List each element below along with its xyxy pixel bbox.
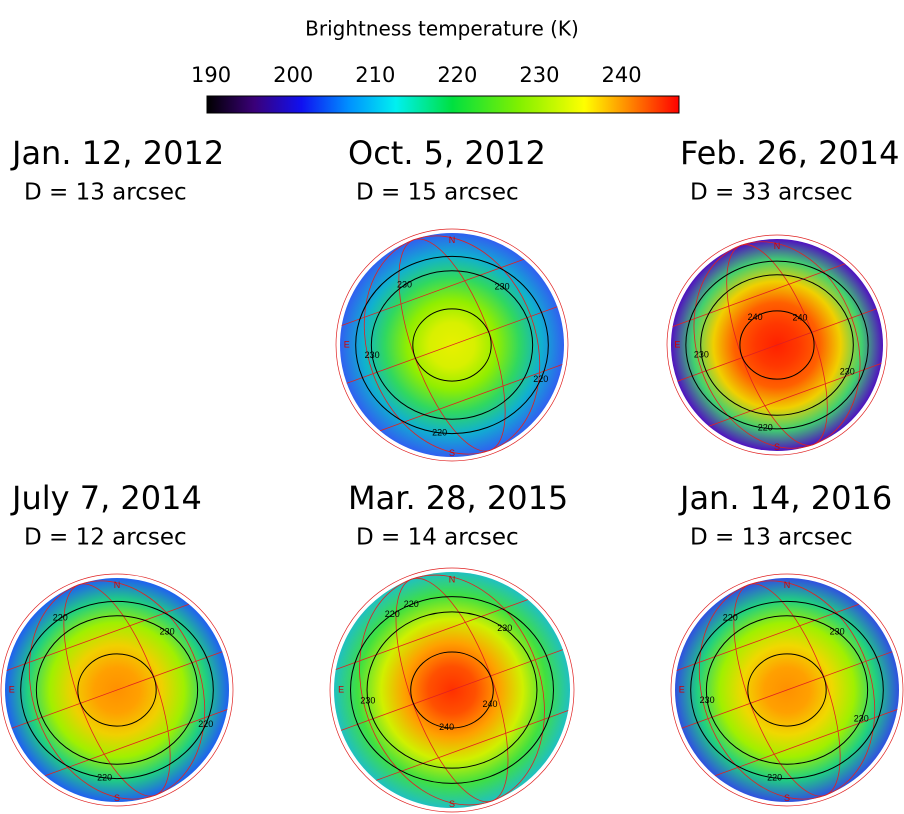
panel-date: Oct. 5, 2012 [348, 134, 546, 172]
colorbar-tick-label: 230 [519, 63, 559, 87]
panel-diameter: D = 13 arcsec [24, 180, 187, 206]
map-label: 220 [758, 423, 773, 433]
map-label: S [784, 793, 790, 803]
map-label: 230 [160, 626, 175, 636]
panel-date: Jan. 12, 2012 [10, 134, 224, 172]
map-label: 220 [533, 374, 548, 384]
map-label: 240 [439, 722, 454, 732]
colorbar [207, 96, 679, 113]
panel-date: Jan. 14, 2016 [678, 479, 892, 517]
map-label: 230 [360, 695, 375, 705]
map-label: 220 [53, 613, 68, 623]
map-label: 240 [793, 313, 808, 323]
map-label: 220 [767, 772, 782, 782]
map-label: 220 [97, 772, 112, 782]
panel-diameter: D = 13 arcsec [690, 525, 853, 551]
map-label: E [338, 684, 344, 694]
map-label: 230 [700, 695, 715, 705]
colorbar-tick-label: 200 [273, 63, 313, 87]
map-label: S [114, 793, 120, 803]
map-label: 230 [694, 349, 709, 359]
map-label: N [449, 575, 456, 585]
colorbar-tick-label: 210 [355, 63, 395, 87]
map-label: 230 [495, 281, 510, 291]
panel-date: Feb. 26, 2014 [680, 134, 900, 172]
panel-date: Mar. 28, 2015 [348, 479, 568, 517]
colorbar-tick-label: 240 [601, 63, 641, 87]
map-label: 230 [397, 279, 412, 289]
panel-diameter: D = 33 arcsec [690, 180, 853, 206]
map-label: E [344, 339, 350, 349]
map-label: N [774, 241, 781, 251]
panel-diameter: D = 14 arcsec [356, 525, 519, 551]
map-label: 240 [748, 312, 763, 322]
map-label: 230 [497, 623, 512, 633]
colorbar-title: Brightness temperature (K) [305, 17, 579, 41]
colorbar-tick-label: 220 [437, 63, 477, 87]
map-label: S [449, 448, 455, 458]
map-label: S [449, 799, 455, 809]
colorbar-tick-label: 190 [191, 63, 231, 87]
map-label: N [449, 235, 456, 245]
figure: Brightness temperature (K) 190 200 210 220 2… [0, 0, 904, 814]
map-label: 220 [723, 613, 738, 623]
panel-diameter: D = 15 arcsec [356, 180, 519, 206]
panel-diameter: D = 12 arcsec [24, 525, 187, 551]
map-label: 230 [365, 350, 380, 360]
map-label: 220 [198, 719, 213, 729]
map-label: E [674, 339, 680, 349]
map-label: 220 [385, 609, 400, 619]
panel-date: July 7, 2014 [10, 479, 202, 517]
map-label: 230 [840, 367, 855, 377]
map-label: 230 [854, 713, 869, 723]
map-label: S [774, 442, 780, 452]
map-label: 220 [432, 427, 447, 437]
map-label: N [784, 580, 791, 590]
map-label: N [114, 580, 121, 590]
map-label: 230 [830, 626, 845, 636]
map-label: 220 [404, 599, 419, 609]
map-label: E [9, 684, 15, 694]
map-label: E [679, 684, 685, 694]
map-label: 240 [483, 699, 498, 709]
